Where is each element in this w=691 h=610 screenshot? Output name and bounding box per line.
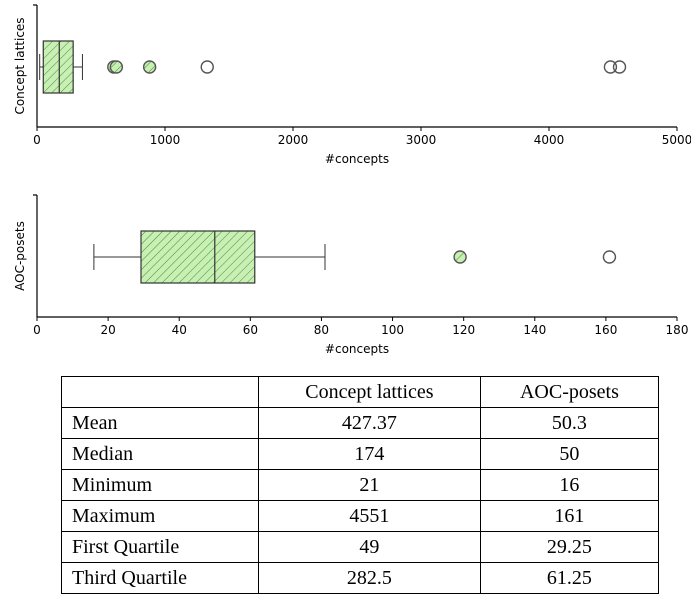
x-tick-label: 4000	[534, 133, 565, 147]
concept-lattices-boxplot: 0 1000 2000 3000 4000 5000 #concepts Concept la…	[13, 4, 691, 166]
table-header-row: Concept lattices AOC-posets	[61, 376, 660, 408]
row-label-first-quartile: First Quartile	[61, 531, 259, 563]
x-tick-label: 0	[33, 133, 41, 147]
cell-value: 161	[479, 500, 660, 532]
outlier-extreme	[602, 250, 617, 264]
outlier-extreme	[612, 60, 627, 74]
row-label-mean: Mean	[61, 407, 259, 439]
row-label-third-quartile: Third Quartile	[61, 562, 259, 594]
table-row: Maximum 4551 161	[61, 500, 660, 532]
x-tick-label: 60	[243, 323, 258, 337]
x-tick-label: 40	[172, 323, 187, 337]
table-row: Mean 427.37 50.3	[61, 407, 660, 439]
box-iqr	[140, 230, 256, 284]
row-label-maximum: Maximum	[61, 500, 259, 532]
y-axis-label: AOC-posets	[13, 221, 27, 291]
table-row: Third Quartile 282.5 61.25	[61, 562, 660, 594]
outlier-mild	[453, 250, 467, 264]
outlier-mild	[142, 60, 157, 74]
row-label-minimum: Minimum	[61, 469, 259, 501]
x-tick-label: 2000	[278, 133, 309, 147]
x-tick-label: 160	[594, 323, 617, 337]
row-label-median: Median	[61, 438, 259, 470]
table-row: First Quartile 49 29.25	[61, 531, 660, 563]
aoc-posets-boxplot: 0 20 40 60 80 100 120 140 160 180 #concepts AOC-pos…	[13, 194, 689, 356]
table-header-concept-lattices: Concept lattices	[258, 376, 481, 408]
x-tick-label: 1000	[150, 133, 181, 147]
cell-value: 61.25	[479, 562, 660, 594]
outlier-mild	[109, 60, 124, 74]
table-header-aoc-posets: AOC-posets	[479, 376, 660, 408]
cell-value: 282.5	[258, 562, 481, 594]
x-tick-label: 180	[666, 323, 689, 337]
cell-value: 4551	[258, 500, 481, 532]
statistics-table: Concept lattices AOC-posets Mean 427.37 …	[61, 376, 660, 594]
x-tick-label: 120	[452, 323, 475, 337]
outlier-extreme	[200, 60, 214, 74]
x-tick-label: 80	[314, 323, 329, 337]
cell-value: 427.37	[258, 407, 481, 439]
table-row: Median 174 50	[61, 438, 660, 470]
table-header-corner	[61, 376, 259, 408]
cell-value: 16	[479, 469, 660, 501]
x-tick-label: 20	[100, 323, 115, 337]
table-row: Minimum 21 16	[61, 469, 660, 501]
cell-value: 174	[258, 438, 481, 470]
cell-value: 49	[258, 531, 481, 563]
cell-value: 50	[479, 438, 660, 470]
x-tick-label: 0	[33, 323, 41, 337]
box-iqr	[42, 40, 74, 94]
cell-value: 21	[258, 469, 481, 501]
cell-value: 50.3	[479, 407, 660, 439]
x-tick-label: 140	[523, 323, 546, 337]
outlier-extreme	[603, 60, 618, 74]
x-axis-label: #concepts	[325, 152, 389, 166]
x-tick-label: 3000	[406, 133, 437, 147]
y-axis-label: Concept lattices	[13, 17, 27, 114]
x-tick-label: 100	[381, 323, 404, 337]
x-tick-label: 5000	[662, 133, 691, 147]
x-axis-label: #concepts	[325, 342, 389, 356]
cell-value: 29.25	[479, 531, 660, 563]
